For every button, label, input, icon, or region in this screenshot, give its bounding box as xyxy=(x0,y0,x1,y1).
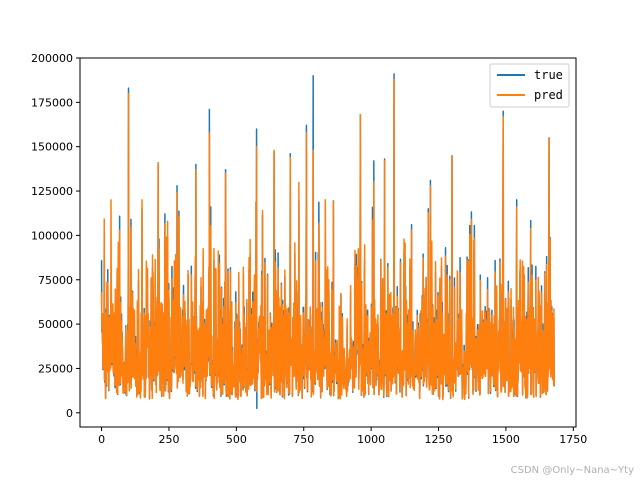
x-tick-label: 250 xyxy=(158,433,179,446)
y-tick-label: 150000 xyxy=(31,141,73,154)
x-tick-label: 1000 xyxy=(357,433,385,446)
y-tick-label: 100000 xyxy=(31,229,73,242)
y-tick-label: 25000 xyxy=(38,362,73,375)
x-tick-label: 500 xyxy=(226,433,247,446)
y-tick-label: 0 xyxy=(66,407,73,420)
y-tick-label: 175000 xyxy=(31,96,73,109)
y-tick-label: 50000 xyxy=(38,318,73,331)
series-layer xyxy=(100,73,555,410)
series-pred-line xyxy=(100,78,555,401)
x-tick-label: 1500 xyxy=(492,433,520,446)
x-tick-label: 750 xyxy=(293,433,314,446)
legend-label-pred: pred xyxy=(534,88,563,102)
plot-frame xyxy=(79,57,577,428)
legend: true pred xyxy=(489,63,570,108)
legend-label-true: true xyxy=(534,68,563,82)
y-tick-label: 75000 xyxy=(38,274,73,287)
x-tick-label: 0 xyxy=(98,433,105,446)
y-tick-label: 125000 xyxy=(31,185,73,198)
y-tick-label: 200000 xyxy=(31,52,73,65)
watermark: CSDN @Only~Nana~Yty xyxy=(510,465,634,476)
x-axis: 0 250 500 750 1000 1250 1500 1750 xyxy=(98,427,587,446)
x-tick-label: 1750 xyxy=(559,433,587,446)
y-axis: 0 25000 50000 75000 100000 125000 150000 175000… xyxy=(31,52,80,420)
x-tick-label: 1250 xyxy=(425,433,453,446)
